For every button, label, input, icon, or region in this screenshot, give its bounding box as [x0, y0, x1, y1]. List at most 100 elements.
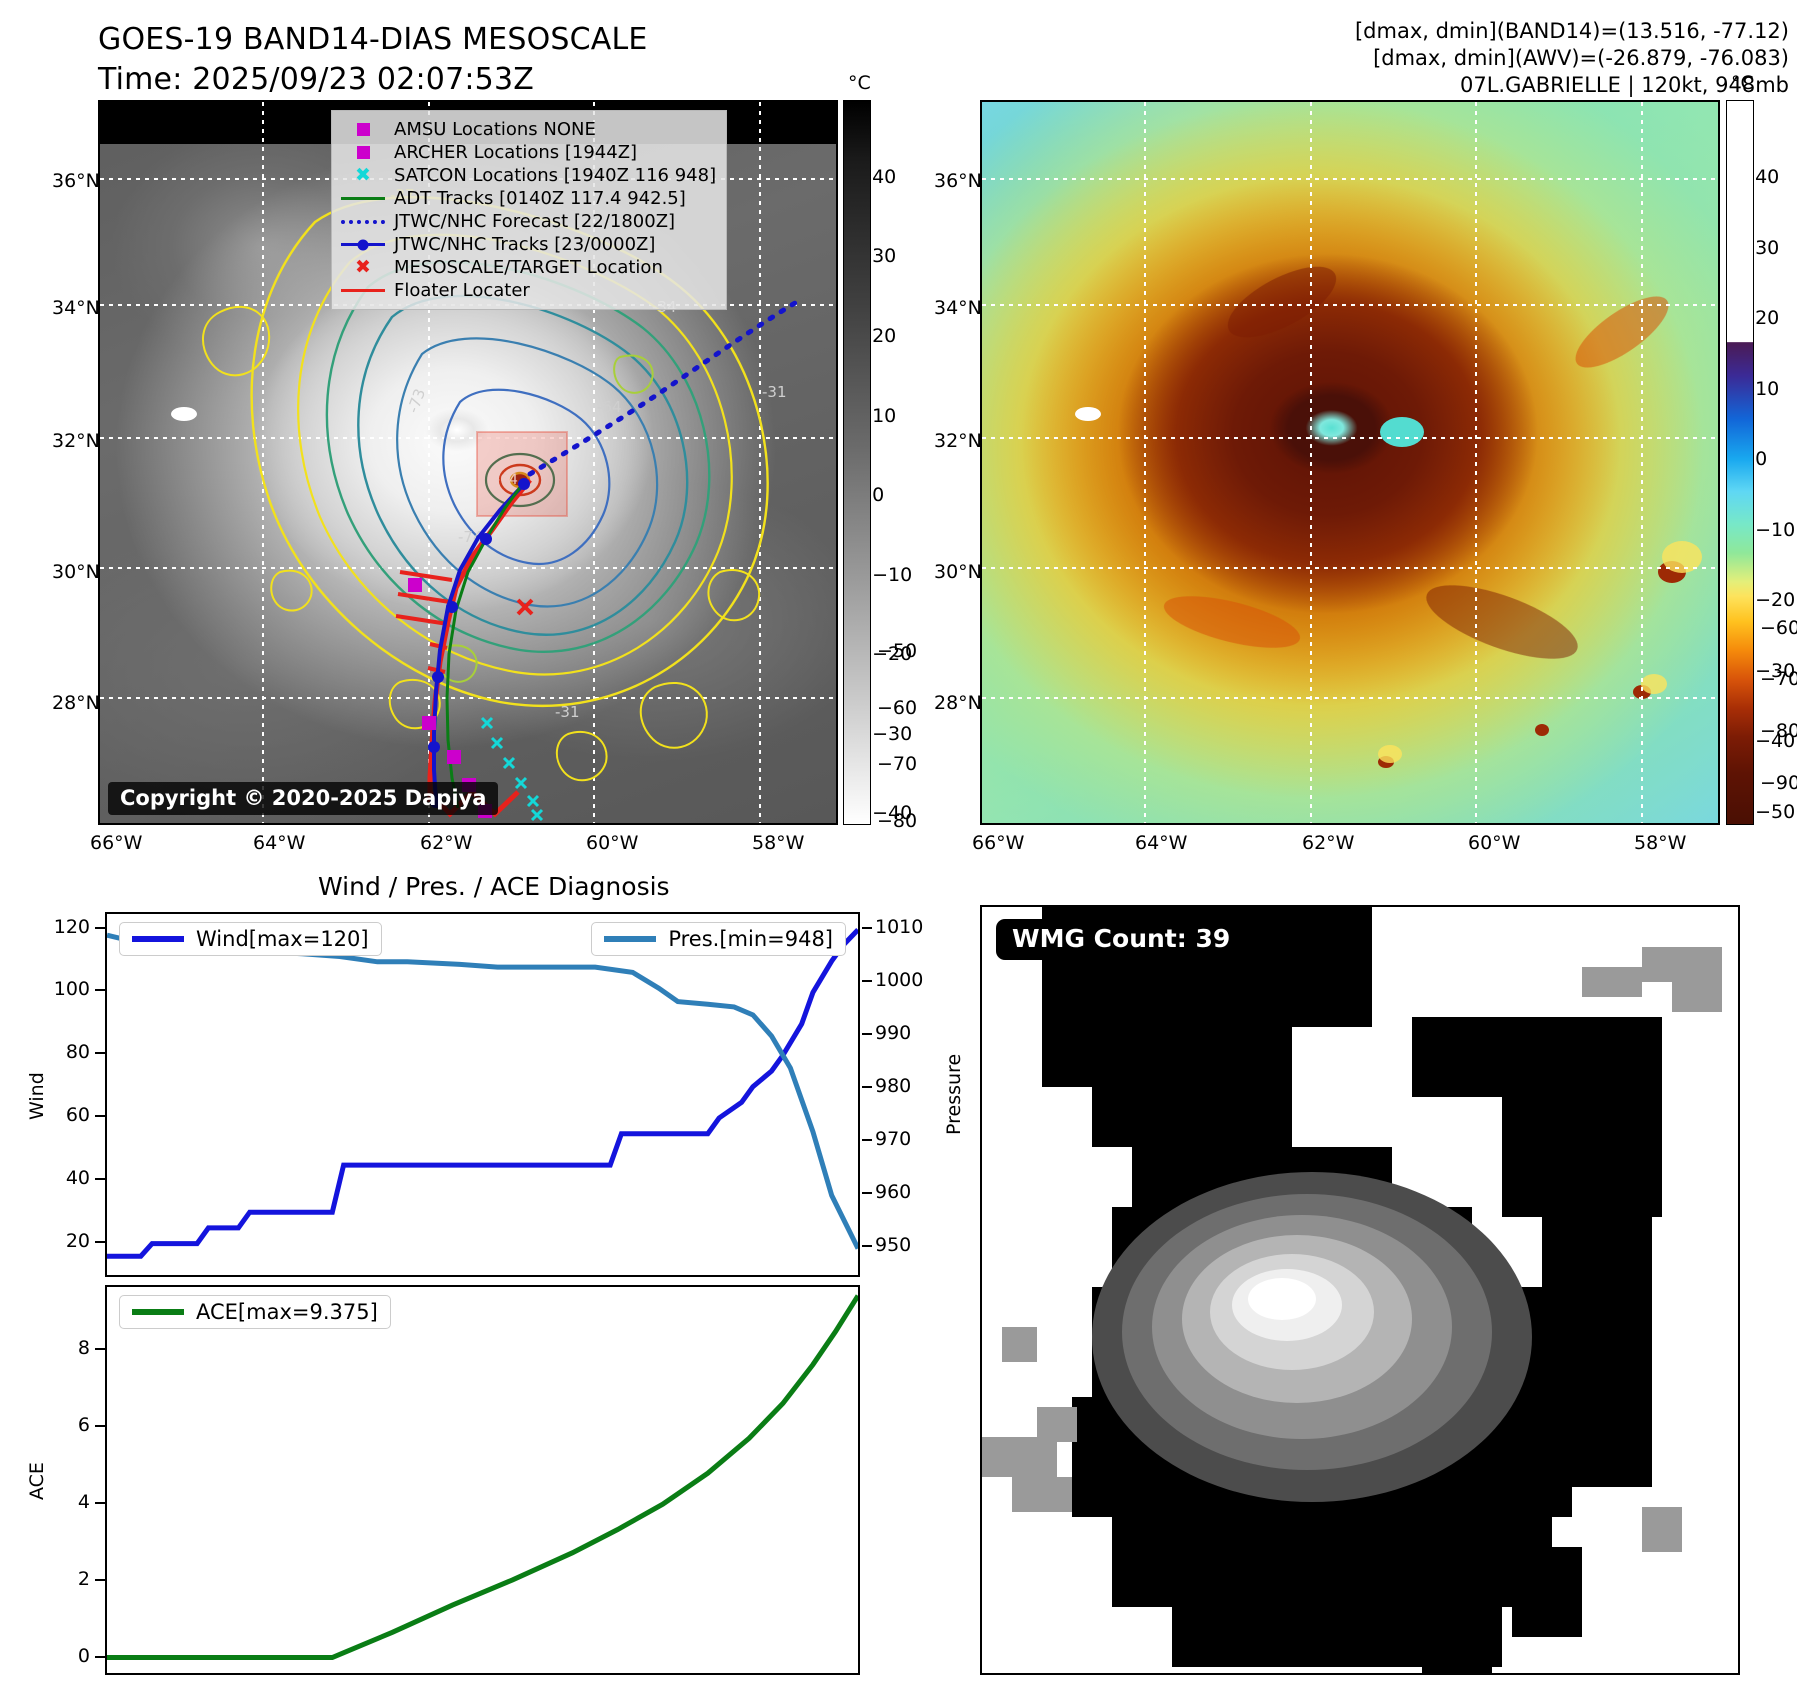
- enhanced-ir-map[interactable]: [980, 100, 1720, 825]
- wind-line-swatch: [132, 936, 184, 942]
- axis-tick: 120: [53, 915, 90, 938]
- lon-tick: 66°W: [90, 832, 143, 854]
- lat-tick: 30°N: [52, 561, 100, 583]
- axis-tick: 0: [77, 1645, 90, 1668]
- cyan-x-icon: ✖: [355, 164, 371, 186]
- axis-tick: 2: [77, 1568, 90, 1591]
- colorbar-grayscale: 40 30 20 10 0 −10 −20 −30 −40: [843, 100, 912, 825]
- dmax-awv: [dmax, dmin](AWV)=(-26.879, -76.083): [1373, 46, 1789, 70]
- cbar-tick: −60: [877, 697, 918, 719]
- wmg-imagery: [982, 907, 1722, 1673]
- axis-tick-mark: [95, 1579, 105, 1582]
- title-product: GOES-19 BAND14-DIAS MESOSCALE: [98, 22, 648, 57]
- cbar-tick: 40: [872, 165, 897, 188]
- svg-text:-31: -31: [555, 703, 580, 721]
- lon-tick: 64°W: [253, 832, 306, 854]
- colorbar-enhanced-ir: 40 30 20 10 0 −10 −20 −30 −40 −50: [1726, 100, 1795, 825]
- lon-tick: 66°W: [972, 832, 1025, 854]
- cbar-tick: −40: [872, 802, 913, 825]
- legend-item-mesoscale-target[interactable]: ✖ MESOSCALE/TARGET Location: [340, 256, 716, 279]
- cbar-tick: −50: [877, 640, 918, 662]
- axis-tick-mark: [95, 926, 105, 929]
- lon-tick: 64°W: [1135, 832, 1188, 854]
- wind-pressure-chart[interactable]: Wind[max=120] Pres.[min=948]: [105, 912, 860, 1277]
- legend-item-amsu[interactable]: AMSU Locations NONE: [340, 118, 716, 141]
- cbar-tick: 40: [1755, 165, 1780, 188]
- svg-text:-64: -64: [495, 472, 518, 488]
- wind-pressure-plot: [107, 927, 858, 1259]
- blue-line-marker-icon: [340, 243, 386, 246]
- lon-tick: 58°W: [1634, 832, 1687, 854]
- pressure-line-swatch: [604, 936, 657, 942]
- cbar-tick: −50: [1755, 800, 1796, 823]
- cbar-tick: −70: [877, 753, 918, 775]
- axis-tick-mark: [95, 1347, 105, 1350]
- axis-tick-mark: [95, 989, 105, 992]
- cbar-tick: 30: [1755, 236, 1780, 259]
- axis-tick: 970: [875, 1128, 912, 1151]
- legend-item-jtwc-tracks[interactable]: JTWC/NHC Tracks [23/0000Z]: [340, 233, 716, 256]
- lat-tick: 32°N: [934, 430, 982, 452]
- lat-tick: 28°N: [934, 692, 982, 714]
- axis-tick: 60: [65, 1104, 90, 1127]
- lat-tick: 34°N: [52, 297, 100, 319]
- legend-item-archer[interactable]: ARCHER Locations [1944Z]: [340, 141, 716, 164]
- cbar-tick: 10: [872, 404, 897, 427]
- map-legend: AMSU Locations NONE ARCHER Locations [19…: [331, 110, 728, 310]
- axis-tick-mark: [95, 1115, 105, 1118]
- ace-plot: [107, 1294, 858, 1660]
- axis-tick-mark: [862, 1192, 872, 1195]
- axis-tick-mark: [95, 1424, 105, 1427]
- lon-tick: 60°W: [586, 832, 639, 854]
- magenta-square-icon: [340, 146, 386, 159]
- axis-tick-mark: [862, 980, 872, 982]
- svg-text:-73: -73: [404, 386, 429, 415]
- grayscale-ir-map[interactable]: -37 -31 -31 -34 -64 -73 -74 -64: [98, 100, 838, 825]
- legend-item-jtwc-forecast[interactable]: JTWC/NHC Forecast [22/1800Z]: [340, 210, 716, 233]
- legend-ace[interactable]: ACE[max=9.375]: [119, 1295, 391, 1329]
- axis-tick-mark: [95, 1177, 105, 1180]
- colorbar-gray-title: °C: [848, 72, 871, 94]
- axis-tick: 950: [875, 1234, 912, 1257]
- cbar-tick: 10: [1755, 377, 1780, 400]
- cbar-tick: 20: [1755, 306, 1780, 329]
- ace-line-swatch: [132, 1309, 184, 1315]
- axis-tick: 8: [77, 1336, 90, 1359]
- lat-tick: 30°N: [934, 561, 982, 583]
- legend-item-floater-locater[interactable]: Floater Locater: [340, 279, 716, 302]
- axis-tick-mark: [95, 1656, 105, 1659]
- legend-wind-label: Wind[max=120]: [196, 927, 369, 951]
- cbar-tick: 0: [1755, 447, 1768, 470]
- cbar-tick: −10: [872, 563, 913, 586]
- green-line-icon: [340, 197, 386, 200]
- axis-tick: 40: [65, 1166, 90, 1189]
- axis-tick: 960: [875, 1181, 912, 1204]
- copyright-notice: Copyright © 2020-2025 Dapiya: [108, 782, 499, 815]
- axis-tick-mark: [95, 1502, 105, 1505]
- wmg-panel[interactable]: WMG Count: 39: [980, 905, 1740, 1675]
- blue-dotted-line-icon: [340, 219, 386, 224]
- legend-pressure[interactable]: Pres.[min=948]: [591, 922, 846, 956]
- axis-tick-mark: [862, 1033, 872, 1036]
- legend-item-adt-tracks[interactable]: ADT Tracks [0140Z 117.4 942.5]: [340, 187, 716, 210]
- page-title: GOES-19 BAND14-DIAS MESOSCALE Time: 2025…: [98, 20, 798, 100]
- svg-text:-31: -31: [762, 383, 787, 401]
- cbar-tick: −10: [1755, 518, 1796, 541]
- cbar-tick: −30: [872, 722, 913, 745]
- ace-chart[interactable]: ACE[max=9.375]: [105, 1285, 860, 1675]
- axis-tick: 20: [65, 1229, 90, 1252]
- storm-summary: 07L.GABRIELLE | 120kt, 948mb: [1460, 73, 1789, 97]
- lat-tick: 28°N: [52, 692, 100, 714]
- lon-tick: 60°W: [1468, 832, 1521, 854]
- cbar-tick: −30: [1755, 659, 1796, 682]
- cbar-tick: −40: [1755, 729, 1796, 752]
- legend-item-satcon[interactable]: ✖ SATCON Locations [1940Z 116 948]: [340, 164, 716, 187]
- enhanced-ir-imagery: [982, 102, 1718, 823]
- legend-wind[interactable]: Wind[max=120]: [119, 922, 382, 956]
- cbar-tick: 30: [872, 245, 897, 268]
- lat-tick: 36°N: [934, 170, 982, 192]
- axis-tick: 980: [875, 1075, 912, 1098]
- title-time: Time: 2025/09/23 02:07:53Z: [98, 62, 534, 97]
- cbar-tick: −60: [1760, 617, 1797, 639]
- svg-text:-64: -64: [597, 398, 622, 416]
